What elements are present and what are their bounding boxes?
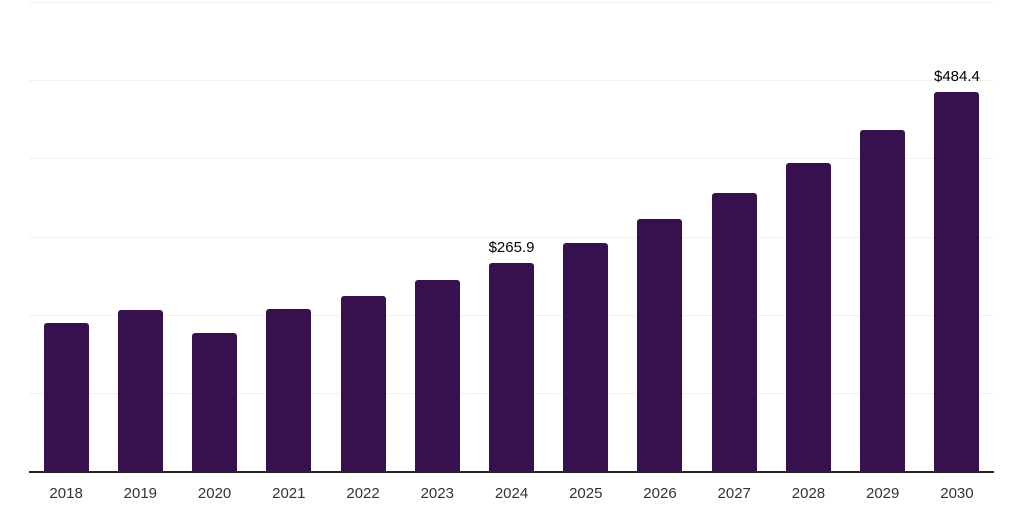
bar-slot-2021	[252, 2, 326, 471]
x-tick-label-2019: 2019	[123, 485, 158, 502]
bar-value-label-2030: $484.4	[933, 68, 980, 86]
x-axis: 2018 2019 2020 2021 2022 2023 2024 2025 2026 2027…	[29, 473, 994, 502]
bar-slot-2030: $484.4	[920, 2, 994, 471]
x-tick-label-2029: 2029	[866, 485, 900, 502]
bar-2023[interactable]	[414, 280, 460, 471]
bar-slot-2027	[697, 2, 771, 471]
x-tick-label-2024: 2024	[494, 485, 529, 502]
bar-slot-2019	[103, 2, 177, 471]
gridline-500	[29, 80, 994, 82]
bar-slot-2029	[846, 2, 920, 471]
gridline-600	[29, 2, 994, 3]
bar-2025[interactable]	[563, 242, 609, 471]
bar-2019[interactable]	[117, 310, 163, 471]
x-tick-label-2022: 2022	[346, 485, 380, 502]
x-tick-label-2027: 2027	[717, 485, 751, 502]
bar-2024[interactable]	[489, 263, 535, 471]
bar-2030[interactable]	[934, 92, 980, 471]
x-tick-label-2028: 2028	[791, 485, 826, 502]
bar-2018[interactable]	[43, 323, 89, 471]
bar-2021[interactable]	[266, 308, 312, 471]
plot-area: $265.9 $484.4	[29, 2, 994, 473]
x-tick-label-2021: 2021	[272, 485, 306, 502]
bar-slot-2024: $265.9	[474, 2, 548, 471]
bar-value-label-2024: $265.9	[488, 239, 535, 257]
x-tick-label-2030: 2030	[940, 485, 974, 502]
bar-slot-2023	[400, 2, 474, 471]
bar-slot-2020	[177, 2, 251, 471]
bar-slot-2026	[623, 2, 697, 471]
bar-2029[interactable]	[860, 129, 906, 471]
bar-slot-2022	[326, 2, 400, 471]
bar-series: $265.9 $484.4	[29, 2, 994, 471]
bar-2026[interactable]	[637, 218, 683, 471]
bar-slot-2018	[29, 2, 103, 471]
bar-slot-2025	[549, 2, 623, 471]
gridline-300	[29, 236, 994, 238]
bar-slot-2028	[771, 2, 845, 471]
bar-2022[interactable]	[340, 296, 386, 471]
gridline-400	[29, 158, 994, 160]
x-tick-label-2023: 2023	[420, 485, 454, 502]
bar-2020[interactable]	[192, 333, 238, 471]
x-tick-label-2026: 2026	[643, 485, 677, 502]
x-tick-label-2018: 2018	[49, 485, 83, 502]
bar-2028[interactable]	[785, 163, 831, 471]
x-tick-label-2025: 2025	[569, 485, 603, 502]
x-tick-label-2020: 2020	[197, 485, 232, 502]
bar-2027[interactable]	[711, 192, 757, 471]
